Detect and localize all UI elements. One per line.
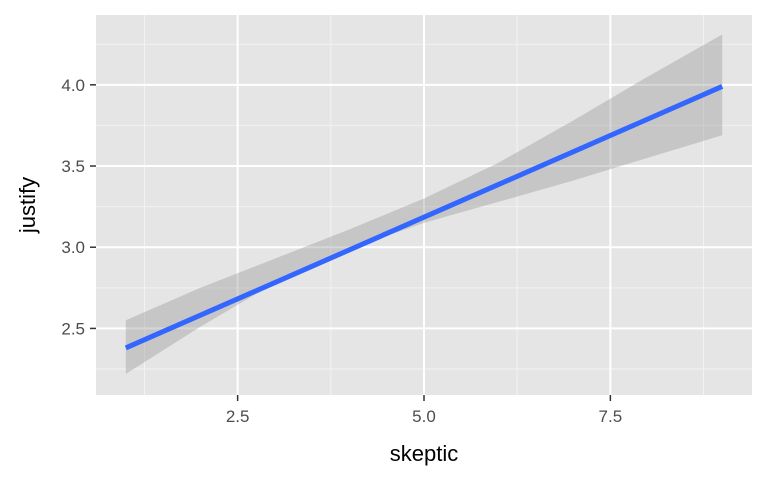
- y-tick-label: 2.5: [61, 319, 85, 338]
- fitted-line: [124, 84, 724, 351]
- y-axis: 2.5 3.0 3.5 4.0: [61, 76, 96, 338]
- x-axis: 2.5 5.0 7.5: [226, 395, 622, 426]
- y-tick-label: 3.5: [61, 157, 85, 176]
- y-tick-label: 3.0: [61, 238, 85, 257]
- confidence-band-area: [125, 34, 723, 374]
- x-tick-label: 7.5: [599, 407, 623, 426]
- major-gridlines: [96, 15, 752, 395]
- x-tick-label: 2.5: [226, 407, 250, 426]
- regression-line: [124, 84, 724, 351]
- y-axis-title: justify: [15, 177, 40, 234]
- y-tick-label: 4.0: [61, 76, 85, 95]
- confidence-band: [125, 34, 723, 374]
- x-axis-title: skeptic: [390, 441, 458, 466]
- x-tick-label: 5.0: [412, 407, 436, 426]
